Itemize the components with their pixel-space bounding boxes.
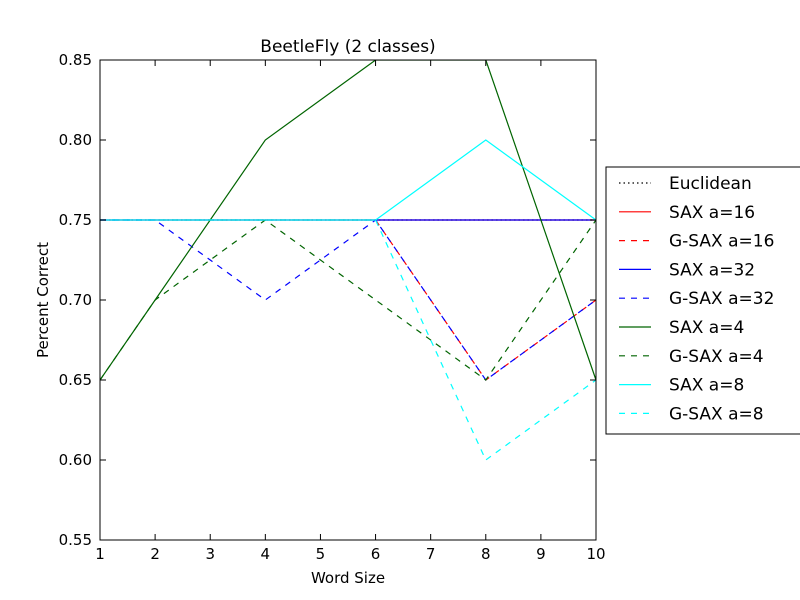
legend-entry: SAX a=4 bbox=[619, 318, 744, 338]
legend-entry: G-SAX a=8 bbox=[619, 404, 764, 424]
legend-label: SAX a=32 bbox=[669, 260, 755, 280]
y-tick-label: 0.65 bbox=[59, 371, 92, 389]
chart-title: BeetleFly (2 classes) bbox=[260, 37, 435, 57]
series-line-sax-a-4 bbox=[100, 60, 596, 381]
series-line-g-sax-a-4 bbox=[100, 219, 596, 381]
legend-entry: SAX a=8 bbox=[619, 376, 744, 396]
legend-label: G-SAX a=8 bbox=[669, 404, 764, 424]
x-tick-label: 6 bbox=[371, 545, 381, 563]
x-tick-label: 7 bbox=[426, 545, 436, 563]
legend-label: G-SAX a=4 bbox=[669, 347, 764, 367]
legend-entry: G-SAX a=16 bbox=[619, 232, 774, 252]
x-tick-label: 2 bbox=[150, 545, 160, 563]
x-tick-label: 8 bbox=[481, 545, 491, 563]
series-layer bbox=[100, 60, 596, 461]
legend-label: G-SAX a=16 bbox=[669, 232, 774, 252]
legend-entry: SAX a=16 bbox=[619, 203, 755, 223]
x-tick-label: 3 bbox=[205, 545, 215, 563]
legend-label: SAX a=8 bbox=[669, 376, 744, 396]
legend-entry: SAX a=32 bbox=[619, 260, 755, 280]
legend-entry: G-SAX a=32 bbox=[619, 289, 774, 309]
x-tick-label: 5 bbox=[316, 545, 326, 563]
y-tick-label: 0.70 bbox=[59, 291, 92, 309]
x-tick-label: 10 bbox=[586, 545, 605, 563]
tick-layer: 1 2 3 4 5 6 7 8 9 10 0.55 0.60 0.65 0.70 0.75 0.80 0.85 bbox=[59, 51, 606, 563]
series-line-sax-a-8 bbox=[100, 139, 596, 221]
legend-label: SAX a=16 bbox=[669, 203, 755, 223]
y-tick-label: 0.75 bbox=[59, 211, 92, 229]
x-tick-label: 1 bbox=[95, 545, 105, 563]
y-tick-label: 0.55 bbox=[59, 531, 92, 549]
y-tick-label: 0.85 bbox=[59, 51, 92, 69]
series-line-g-sax-a-16 bbox=[100, 219, 596, 381]
legend-label: Euclidean bbox=[669, 174, 752, 194]
y-tick-label: 0.60 bbox=[59, 451, 92, 469]
series-line-g-sax-a-32 bbox=[100, 219, 596, 381]
y-axis-label: Percent Correct bbox=[34, 242, 52, 358]
x-tick-label: 4 bbox=[261, 545, 271, 563]
y-tick-label: 0.80 bbox=[59, 131, 92, 149]
series-line-g-sax-a-8 bbox=[100, 219, 596, 461]
legend-entry: Euclidean bbox=[619, 174, 752, 194]
legend: Euclidean SAX a=16 G-SAX a=16 SAX a=32 G-SAX… bbox=[605, 166, 800, 435]
legend-label: G-SAX a=32 bbox=[669, 289, 774, 309]
plot-frame bbox=[99, 59, 597, 541]
x-axis-label: Word Size bbox=[311, 569, 385, 587]
legend-label: SAX a=4 bbox=[669, 318, 744, 338]
x-tick-label: 9 bbox=[536, 545, 546, 563]
legend-entry: G-SAX a=4 bbox=[619, 347, 764, 367]
